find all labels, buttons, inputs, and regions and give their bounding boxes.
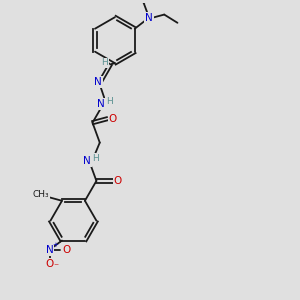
Text: H: H	[101, 58, 108, 67]
Text: O: O	[62, 245, 71, 255]
Text: H: H	[92, 154, 98, 163]
Text: O: O	[109, 114, 117, 124]
Text: O: O	[114, 176, 122, 186]
Text: N: N	[83, 156, 91, 166]
Text: CH₃: CH₃	[32, 190, 49, 199]
Text: N: N	[46, 245, 53, 255]
Text: +: +	[52, 242, 58, 248]
Text: ⁻: ⁻	[53, 262, 58, 273]
Text: H: H	[106, 97, 113, 106]
Text: N: N	[97, 99, 105, 109]
Text: O: O	[46, 259, 54, 269]
Text: N: N	[145, 13, 153, 22]
Text: N: N	[94, 77, 102, 87]
